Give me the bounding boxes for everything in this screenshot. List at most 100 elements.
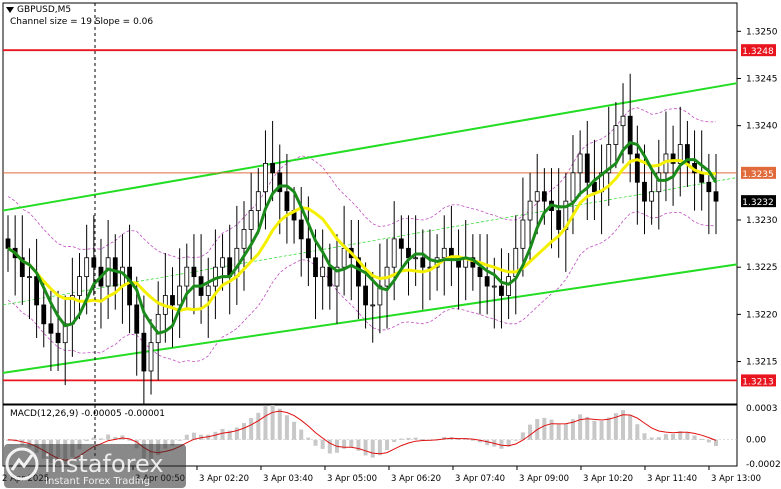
level-tag-bg-1.3213 [741, 374, 776, 387]
candle-body [177, 285, 183, 306]
candle-body [627, 115, 633, 155]
candle-body [248, 210, 254, 230]
price-tick-label: 1.3220 [746, 310, 778, 320]
macd-histogram-bar [699, 438, 704, 440]
candle-body [413, 257, 419, 260]
macd-histogram-bar [313, 439, 318, 446]
time-tick-label: 3 Apr 07:40 [455, 474, 505, 484]
candle-body [341, 247, 347, 268]
macd-histogram-bar [628, 415, 633, 440]
time-tick-label: 3 Apr 05:00 [327, 474, 377, 484]
level-tag-bg-1.3248 [741, 44, 776, 57]
level-tag-1.3235: 1.3235 [742, 170, 774, 180]
macd-label: MACD(12,26,9) -0.00005 -0.00001 [10, 409, 166, 419]
macd-histogram-bar [385, 439, 390, 451]
macd-histogram-bar [542, 417, 547, 440]
channel-upper-line [2, 82, 738, 212]
macd-tick-label: 0.0003 [746, 404, 778, 414]
candle-body [491, 285, 497, 288]
candle-body [19, 257, 25, 278]
macd-histogram-bar [370, 439, 375, 458]
macd-histogram-bar [292, 421, 297, 440]
watermark-tagline: Instant Forex Trading [45, 476, 151, 487]
macd-histogram-bar [442, 436, 447, 440]
candle-body [577, 153, 583, 174]
current-price-tag: 1.3232 [742, 198, 774, 208]
price-tick-label: 1.3215 [746, 358, 778, 368]
candle-body [270, 162, 276, 174]
macd-histogram-bar [649, 437, 654, 440]
macd-histogram-bar [470, 439, 475, 441]
macd-histogram-bar [242, 423, 246, 440]
macd-histogram-bar [706, 439, 711, 443]
macd-histogram-bar [20, 439, 25, 446]
candle-body [556, 210, 562, 230]
candle-body [255, 191, 261, 211]
candle-body [77, 276, 82, 296]
candle-body [620, 115, 626, 127]
time-tick-label: 3 Apr 11:40 [647, 474, 697, 484]
candle-body [155, 313, 161, 344]
candle-body [134, 304, 140, 334]
macd-histogram-bar [613, 413, 618, 440]
macd-histogram-bar [692, 435, 697, 440]
macd-histogram-bar [499, 439, 504, 449]
macd-histogram-bar [127, 439, 132, 441]
candle-body [277, 172, 283, 193]
level-tag-1.3248: 1.3248 [742, 47, 774, 57]
candle-body [205, 285, 211, 296]
macd-histogram-bar [170, 439, 175, 446]
macd-histogram-bar [563, 423, 568, 440]
candle-body [613, 125, 619, 145]
candle-body [34, 276, 40, 306]
macd-histogram-bar [485, 439, 490, 446]
time-tick-label: 3 Apr 09:00 [519, 474, 569, 484]
macd-histogram-bar [685, 432, 690, 440]
candle-body [606, 144, 612, 174]
macd-histogram-bar [463, 438, 468, 440]
macd-histogram-bar [413, 437, 418, 440]
macd-histogram-bar [399, 438, 404, 440]
candle-body [477, 266, 483, 278]
candle-body [263, 162, 268, 193]
candle-body [91, 257, 97, 268]
candle-body [584, 153, 590, 183]
macd-histogram-bar [270, 405, 275, 440]
macd-histogram-bar [327, 439, 332, 454]
candle-body [148, 342, 154, 372]
candle-body [241, 229, 247, 249]
candle-body [541, 191, 547, 202]
channel-mid-line [2, 177, 738, 306]
macd-histogram-bar [220, 428, 225, 440]
candle-body [499, 285, 504, 296]
macd-histogram-bar [6, 439, 10, 441]
macd-histogram-bar [506, 439, 511, 447]
candle-body [127, 266, 132, 306]
macd-histogram-bar [392, 439, 397, 443]
candle-body [5, 238, 11, 249]
macd-histogram-bar [106, 434, 111, 440]
level-tag-1.3213: 1.3213 [742, 377, 774, 387]
time-tick-label: 3 Apr 06:20 [391, 474, 441, 484]
macd-histogram-bar [191, 432, 196, 440]
price-tick-label: 1.3250 [746, 27, 778, 37]
channel-lower-line [2, 263, 738, 374]
candle-body [334, 266, 340, 287]
macd-histogram-bar [277, 408, 282, 440]
candle-body [55, 332, 61, 344]
candle-body [84, 257, 90, 278]
candle-body [370, 304, 376, 307]
macd-histogram-bar [513, 439, 518, 441]
macd-histogram-bar [678, 431, 683, 440]
candle-body [484, 276, 490, 287]
price-tick-label: 1.3225 [746, 263, 778, 273]
collapse-icon[interactable] [6, 6, 14, 13]
macd-histogram-bar [184, 434, 189, 440]
macd-histogram-bar [377, 439, 382, 456]
candle-body [220, 257, 225, 268]
candle-body [120, 266, 125, 287]
macd-histogram-bar [213, 431, 218, 440]
macd-histogram-bar [642, 433, 647, 440]
macd-histogram-bar [234, 427, 239, 440]
